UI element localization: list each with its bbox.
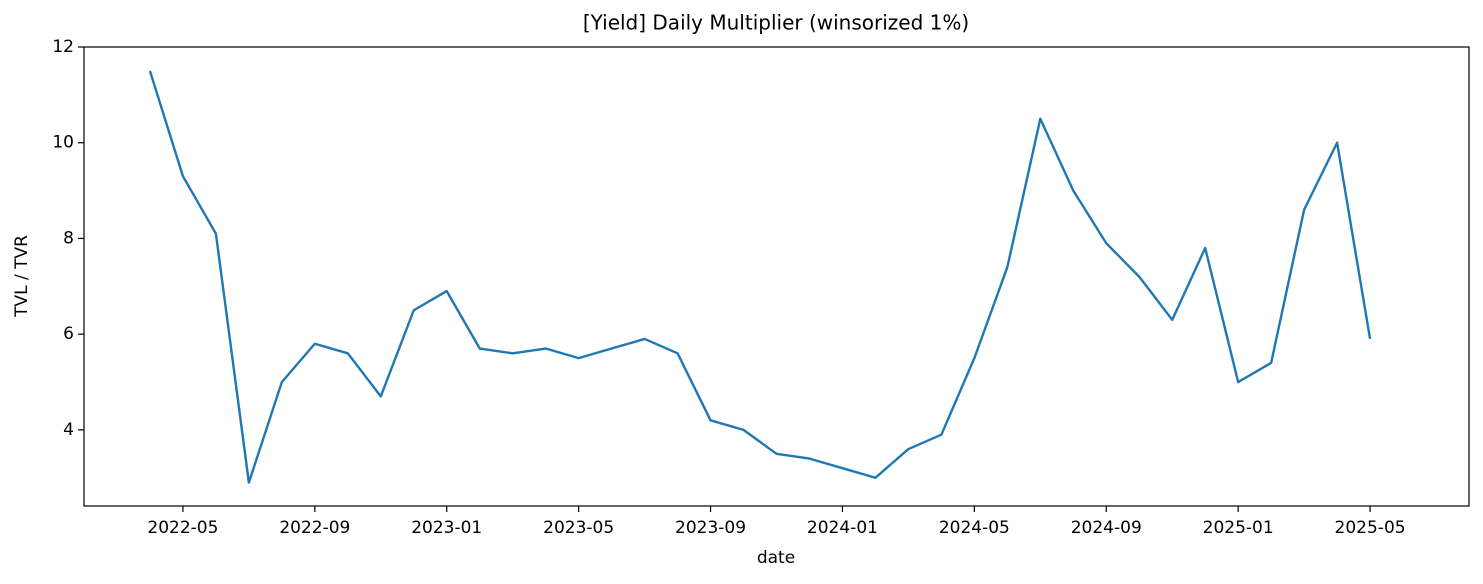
y-tick-label: 4 <box>63 420 74 440</box>
y-tick-label: 12 <box>52 37 74 57</box>
x-tick-label: 2024-05 <box>939 518 1010 538</box>
x-axis-label: date <box>757 548 795 568</box>
x-tick-label: 2023-09 <box>675 518 746 538</box>
x-tick-label: 2022-09 <box>279 518 350 538</box>
chart-title: [Yield] Daily Multiplier (winsorized 1%) <box>583 11 969 35</box>
x-tick-label: 2022-05 <box>147 518 218 538</box>
y-tick-label: 8 <box>63 228 74 248</box>
data-line <box>148 70 1372 484</box>
x-tick-label: 2024-01 <box>807 518 878 538</box>
x-tick-label: 2024-09 <box>1071 518 1142 538</box>
x-tick-label: 2023-05 <box>543 518 614 538</box>
y-tick-label: 10 <box>52 133 74 153</box>
x-tick-label: 2023-01 <box>411 518 482 538</box>
plot-frame <box>83 46 1470 507</box>
x-tick-label: 2025-05 <box>1335 518 1406 538</box>
x-tick-label: 2025-01 <box>1203 518 1274 538</box>
y-axis-label: TVL / TVR <box>12 235 32 318</box>
y-tick-label: 6 <box>63 324 74 344</box>
